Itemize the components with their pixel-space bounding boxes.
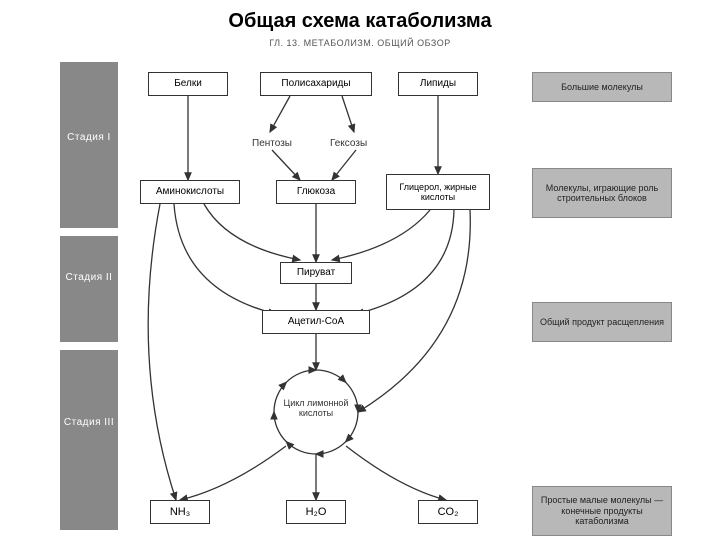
label-gexozy: Гексозы <box>330 138 367 149</box>
box-nh3: NH₃ <box>150 500 210 524</box>
box-glucose: Глюкоза <box>276 180 356 204</box>
box-co2: CO₂ <box>418 500 478 524</box>
box-acetylcoa: Ацетил-СоA <box>262 310 370 334</box>
box-glycerol: Глицерол, жирные кислоты <box>386 174 490 210</box>
box-polysach: Полисахариды <box>260 72 372 96</box>
box-lipidy: Липиды <box>398 72 478 96</box>
box-pyruvate: Пируват <box>280 262 352 284</box>
side-large-molecules: Большие молекулы <box>532 72 672 102</box>
cycle-label: Цикл лимонной кислоты <box>278 398 354 419</box>
label-pentozy: Пентозы <box>252 138 292 149</box>
side-building-blocks: Молекулы, играющие роль строительных бло… <box>532 168 672 218</box>
side-common-product: Общий продукт расщепления <box>532 302 672 342</box>
box-belki: Белки <box>148 72 228 96</box>
box-h2o: H₂O <box>286 500 346 524</box>
box-amino: Аминокислоты <box>140 180 240 204</box>
side-end-products: Простые малые молекулы — конечные продук… <box>532 486 672 536</box>
